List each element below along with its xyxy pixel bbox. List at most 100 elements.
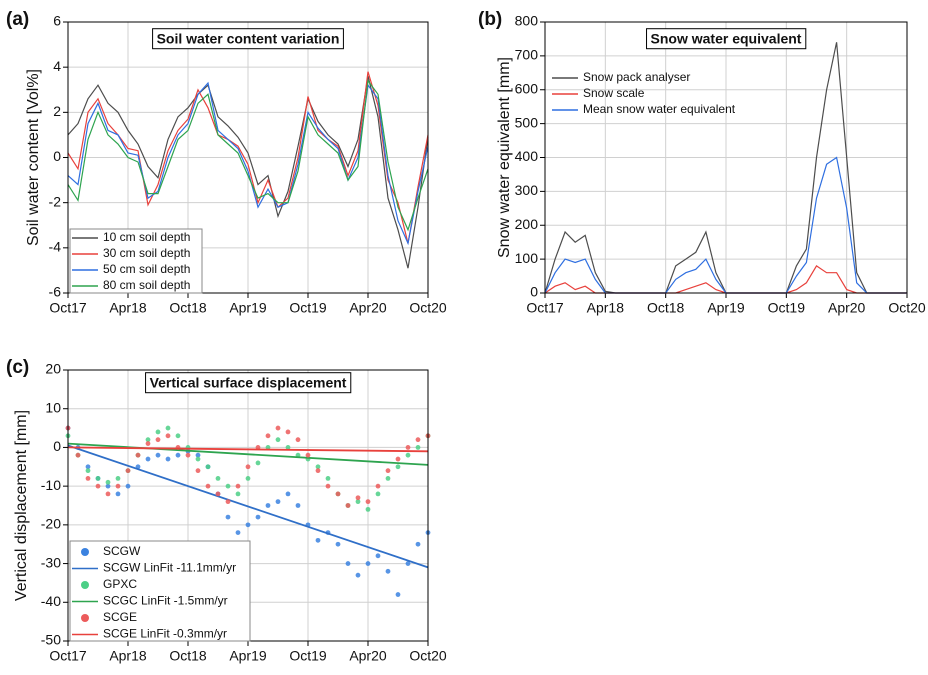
point [245,464,251,470]
point [365,499,371,505]
point [285,445,291,450]
y-tick-label: 100 [515,250,539,266]
point [95,476,101,481]
x-tick-label: Oct20 [409,648,447,664]
point [195,468,201,474]
point [295,503,301,508]
panel-label: (b) [478,9,502,30]
point [275,425,281,431]
y-tick-label: -50 [41,632,61,648]
series-line [67,446,429,453]
x-tick-label: Oct18 [647,300,685,316]
point [385,476,391,481]
point [235,483,241,489]
y-tick-label: 400 [515,148,539,164]
point [145,441,151,446]
y-tick-label: 700 [515,47,539,63]
point [145,437,151,443]
y-tick-label: -2 [49,193,62,209]
y-tick-label: 4 [53,58,61,74]
point [225,514,231,520]
y-tick-label: -30 [41,554,61,570]
point [275,437,281,443]
point [415,437,421,443]
y-tick-label: -6 [49,284,62,300]
y-tick-label: -10 [41,477,61,493]
y-tick-label: 0 [53,148,61,164]
point [355,495,361,501]
title-box [646,28,807,50]
x-tick-label: Oct19 [289,300,327,316]
chart-title: Vertical surface displacement [150,375,347,391]
plot-frame [67,21,429,294]
legend-label: Snow pack analyser [583,70,690,84]
point [205,464,211,470]
y-tick-label: 0 [53,438,61,454]
point [255,514,261,520]
panel-label: (a) [6,9,29,30]
x-tick-label: Oct17 [49,300,87,316]
legend-box [69,540,251,642]
y-axis-label: Snow water equivalent [mm] [496,57,513,258]
legend-label: SCGC LinFit -1.5mm/yr [103,594,228,608]
legend-label: Snow scale [583,86,645,100]
legend-label: 50 cm soil depth [103,262,190,276]
point [405,445,411,450]
x-tick-label: Oct18 [169,648,207,664]
point [375,553,381,559]
point [325,476,331,481]
series-line [67,444,429,569]
legend-label: SCGW [103,544,141,558]
legend-label: SCGE [103,610,137,624]
point [395,592,401,597]
series-line [67,79,429,232]
legend-label: SCGE LinFit -0.3mm/yr [103,627,227,641]
point [85,464,91,470]
point [235,491,241,497]
point [385,568,391,574]
point [165,425,171,431]
y-tick-label: -20 [41,516,61,532]
point [405,452,411,458]
y-tick-label: 2 [53,103,61,119]
chart-title: Soil water content variation [157,31,340,47]
legend-swatch [81,581,89,589]
point [105,483,111,489]
point [115,476,121,481]
point [135,452,141,458]
point [375,483,381,489]
legend-label: 80 cm soil depth [103,278,190,292]
point [365,561,371,566]
point [305,452,311,458]
point [345,561,351,566]
point [225,483,231,489]
title-box [152,28,344,50]
point [85,476,91,481]
point [95,483,101,489]
point [315,468,321,474]
point [175,433,181,439]
point [255,460,261,466]
point [195,452,201,458]
point [315,537,321,543]
panel-label: (c) [6,357,29,378]
point [145,456,151,462]
x-tick-label: Apr19 [707,300,745,316]
y-tick-label: 6 [53,13,61,29]
x-tick-label: Apr19 [229,300,267,316]
y-tick-label: 10 [45,399,61,415]
point [355,499,361,505]
point [265,433,271,439]
point [115,491,121,497]
point [275,499,281,505]
x-tick-label: Oct17 [526,300,564,316]
chart-title: Snow water equivalent [651,31,802,47]
y-axis-label: Vertical displacement [mm] [13,410,30,601]
x-tick-label: Oct17 [49,648,87,664]
point [225,499,231,505]
point [285,491,291,497]
x-tick-label: Oct19 [768,300,806,316]
y-tick-label: 0 [530,284,538,300]
y-tick-label: 600 [515,80,539,96]
